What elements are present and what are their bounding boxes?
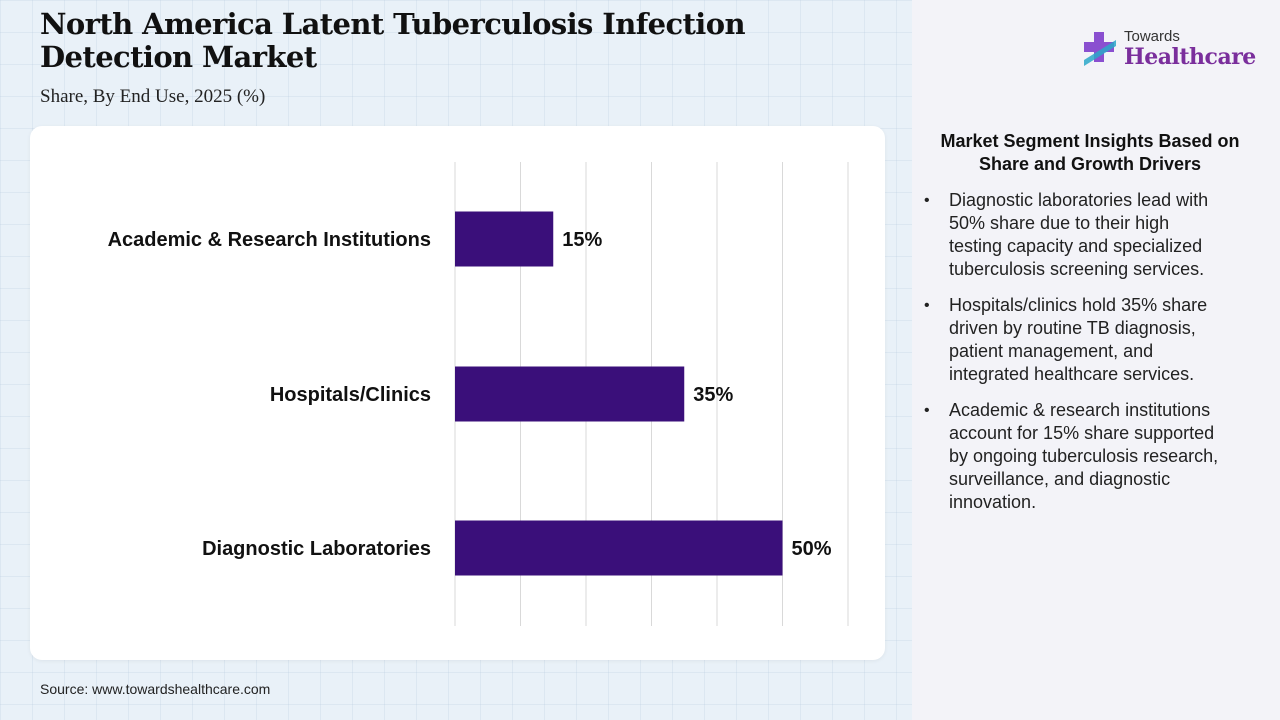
main-area: North America Latent Tuberculosis Infect… — [30, 7, 885, 697]
bullet-icon: • — [924, 192, 930, 209]
insights-panel — [912, 0, 1280, 720]
bar — [455, 366, 685, 422]
insight-item: • Diagnostic laboratories lead with 50% s… — [922, 189, 1222, 281]
bar — [455, 211, 554, 267]
bar-chart: Academic & Research Institutions 15% Hospi… — [108, 162, 849, 626]
logo-text-bottom: Healthcare — [1124, 44, 1256, 70]
category-label: Diagnostic Laboratories — [202, 538, 431, 560]
insight-item: • Academic & research institutions accoun… — [922, 399, 1222, 514]
bullet-icon: • — [924, 402, 930, 419]
bullet-icon: • — [924, 297, 930, 314]
page-title: North America Latent Tuberculosis Infect… — [40, 7, 746, 74]
value-label: 15% — [562, 229, 602, 251]
category-label: Hospitals/Clinics — [270, 384, 431, 406]
value-label: 35% — [693, 384, 733, 406]
page-subtitle: Share, By End Use, 2025 (%) — [40, 86, 266, 107]
category-label: Academic & Research Institutions — [108, 229, 431, 251]
brand-logo[interactable]: Towards Healthcare — [1080, 28, 1260, 78]
logo-text-top: Towards — [1124, 28, 1180, 45]
insights-list: • Diagnostic laboratories lead with 50% s… — [922, 189, 1222, 527]
bar — [455, 520, 783, 576]
insight-text: Diagnostic laboratories lead with 50% sh… — [949, 190, 1209, 279]
insight-text: Academic & research institutions account… — [949, 400, 1219, 512]
insight-item: • Hospitals/clinics hold 35% share driven… — [922, 294, 1222, 386]
value-label: 50% — [792, 538, 832, 560]
chart-card: Academic & Research Institutions 15% Hospi… — [30, 126, 885, 660]
insight-text: Hospitals/clinics hold 35% share driven … — [949, 295, 1208, 384]
insights-title: Market Segment Insights Based on Share a… — [940, 131, 1240, 174]
source-note: Source: www.towardshealthcare.com — [40, 681, 271, 697]
medical-cross-icon — [1084, 32, 1116, 66]
